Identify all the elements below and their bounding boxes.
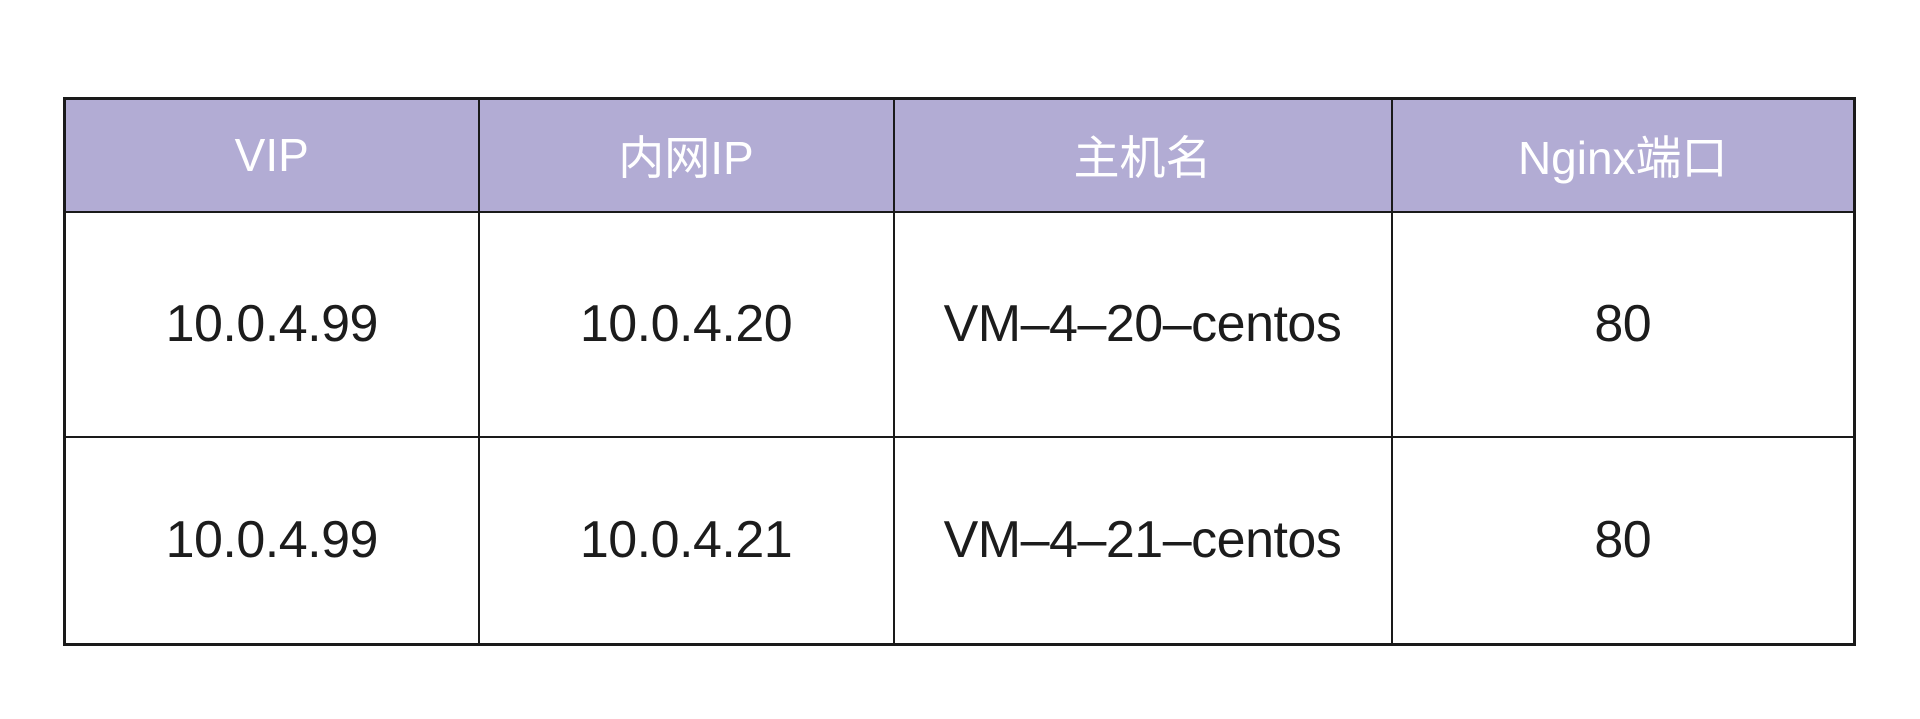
- hosts-table: VIP 内网IP 主机名 Nginx端口 10.0.4.99 10.0.4.20…: [63, 97, 1856, 646]
- table-row: 10.0.4.99 10.0.4.20 VM–4–20–centos 80: [63, 210, 1856, 438]
- cell-intranet-ip: 10.0.4.20: [477, 210, 895, 438]
- cell-nginx-port: 80: [1390, 210, 1856, 438]
- header-cell-nginx-port: Nginx端口: [1390, 97, 1856, 213]
- cell-hostname: VM–4–20–centos: [892, 210, 1393, 438]
- cell-intranet-ip: 10.0.4.21: [477, 435, 895, 646]
- cell-vip: 10.0.4.99: [63, 210, 480, 438]
- cell-hostname: VM–4–21–centos: [892, 435, 1393, 646]
- cell-nginx-port: 80: [1390, 435, 1856, 646]
- header-cell-hostname: 主机名: [892, 97, 1393, 213]
- table-row: 10.0.4.99 10.0.4.21 VM–4–21–centos 80: [63, 435, 1856, 646]
- header-cell-vip: VIP: [63, 97, 480, 213]
- cell-vip: 10.0.4.99: [63, 435, 480, 646]
- header-cell-intranet-ip: 内网IP: [477, 97, 895, 213]
- table-header-row: VIP 内网IP 主机名 Nginx端口: [63, 97, 1856, 213]
